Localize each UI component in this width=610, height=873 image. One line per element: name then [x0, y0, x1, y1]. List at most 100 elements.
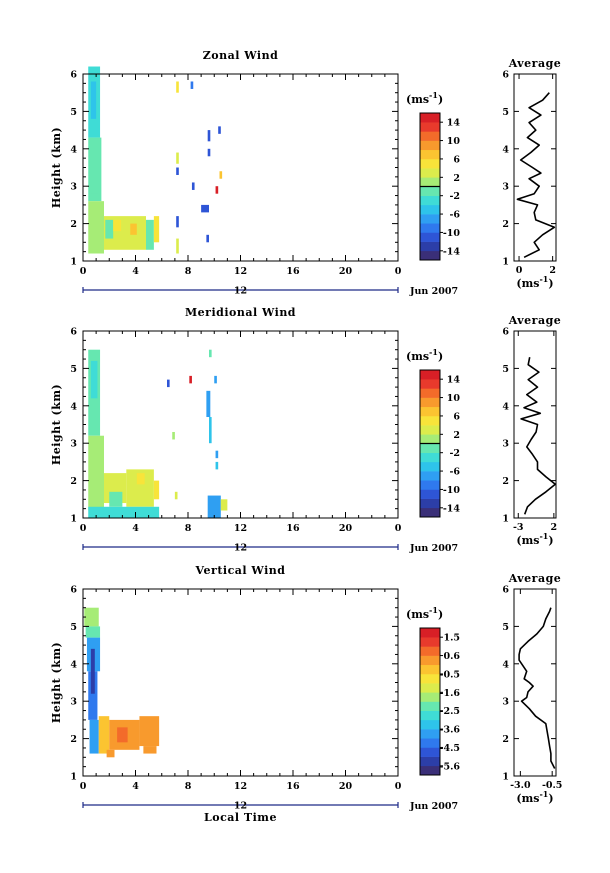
colorbar-tick-label: -0.5 — [440, 669, 460, 680]
colorbar-swatch — [420, 425, 440, 435]
average-frame — [513, 588, 557, 777]
colorbar-swatch — [420, 434, 440, 444]
heatmap-cell — [167, 379, 170, 388]
x-tick-label: 12 — [234, 523, 247, 534]
heatmap-cell — [201, 204, 209, 213]
x-tick-label: 4 — [132, 266, 139, 277]
heatmap-cell — [176, 238, 179, 254]
x-tick-label: 0 — [395, 523, 402, 534]
colorbar-swatch — [420, 480, 440, 490]
colorbar-swatch — [420, 747, 440, 757]
colorbar-tick-label: 14 — [447, 118, 461, 129]
average-profile-line — [516, 92, 556, 259]
heatmap-cell — [207, 148, 211, 157]
average-unit-base: (ms — [516, 277, 539, 290]
date-bar-label: 12 — [234, 286, 247, 297]
colorbar-tick-label: -10 — [443, 228, 461, 239]
heatmap-cell — [189, 375, 192, 384]
heatmap-cell — [84, 607, 99, 627]
y-tick-label: 6 — [70, 585, 77, 596]
heatmap-cell — [218, 126, 221, 134]
heatmap-cell — [88, 201, 104, 254]
average-x-tick-label: -0.5 — [542, 780, 562, 791]
heatmap-cell — [139, 716, 160, 747]
heatmap-cell — [85, 626, 101, 638]
colorbar-swatch — [420, 461, 440, 472]
average-y-tick-label: 5 — [502, 622, 509, 633]
colorbar-swatch — [420, 204, 440, 215]
colorbar-swatch — [420, 507, 440, 518]
panel-title: Zonal Wind — [203, 49, 279, 62]
average-y-tick-label: 3 — [502, 439, 509, 450]
colorbar-swatch — [420, 729, 440, 739]
x-tick-label: 16 — [286, 781, 300, 792]
average-y-tick-label: 2 — [502, 734, 509, 745]
x-tick-label: 12 — [234, 781, 247, 792]
y-axis-label: Height (km) — [50, 642, 63, 723]
average-title: Average — [508, 572, 562, 585]
colorbar-swatch — [420, 195, 440, 206]
heatmap-cell — [219, 171, 223, 179]
average-y-tick-label: 4 — [502, 401, 509, 412]
x-tick-label: 0 — [80, 781, 87, 792]
colorbar-tick-label: 2 — [453, 430, 460, 441]
heatmap-cell — [90, 81, 97, 119]
average-x-tick-label: -3.0 — [510, 780, 531, 791]
average-x-tick-label: 0 — [516, 265, 523, 276]
x-tick-label: 20 — [339, 523, 353, 534]
y-tick-label: 3 — [70, 182, 77, 193]
x-tick-label: 0 — [80, 266, 87, 277]
date-label: Jun 2007 — [409, 286, 458, 297]
colorbar-swatch — [420, 122, 440, 132]
heatmap-cell — [190, 81, 194, 89]
colorbar-tick-label: -2.5 — [440, 706, 460, 717]
heatmap-cell — [214, 375, 217, 384]
colorbar-tick-label: 10 — [447, 136, 461, 147]
colorbar-unit-exp: -1 — [429, 90, 438, 100]
average-unit-exp: -1 — [539, 531, 548, 541]
colorbar-tick-label: -5.6 — [440, 761, 461, 772]
colorbar-swatch — [420, 232, 440, 242]
y-tick-label: 2 — [70, 734, 77, 745]
heatmap-cells — [88, 66, 223, 254]
colorbar-swatch — [420, 628, 440, 638]
heatmap-cell — [153, 480, 160, 500]
date-bar-label: 12 — [234, 543, 247, 554]
y-tick-label: 4 — [70, 144, 77, 155]
colorbar-tick-label: -3.6 — [440, 725, 461, 736]
x-tick-label: 4 — [132, 781, 139, 792]
colorbar-swatch — [420, 498, 440, 509]
x-tick-label: 8 — [185, 523, 192, 534]
date-label: Jun 2007 — [409, 543, 458, 554]
colorbar-tick-label: 14 — [447, 375, 461, 386]
heatmap-cell — [176, 216, 179, 228]
colorbar-swatch — [420, 701, 440, 711]
y-axis-label: Height (km) — [50, 384, 63, 465]
x-tick-label: 0 — [395, 266, 402, 277]
y-tick-label: 2 — [70, 476, 77, 487]
colorbar-swatch — [420, 177, 440, 187]
colorbar-swatch — [420, 388, 440, 398]
heatmap-cell — [206, 390, 211, 418]
heatmap-cell — [207, 495, 221, 518]
average-y-tick-label: 3 — [502, 697, 509, 708]
average-unit-base: (ms — [516, 534, 539, 547]
average-y-tick-label: 5 — [502, 364, 509, 375]
colorbar-unit-close: ) — [438, 350, 443, 363]
colorbar-swatch — [420, 646, 440, 656]
heatmap-cell — [209, 417, 212, 444]
colorbar-tick-label: -14 — [443, 246, 461, 257]
x-tick-label: 20 — [339, 781, 353, 792]
colorbar-swatch — [420, 406, 440, 417]
y-axis-label: Height (km) — [50, 127, 63, 208]
heatmap-cell — [105, 219, 114, 239]
average-y-tick-label: 6 — [502, 585, 509, 596]
colorbar-swatch — [420, 452, 440, 463]
colorbar-swatch — [420, 186, 440, 196]
colorbar-tick-label: 2 — [453, 173, 460, 184]
average-y-tick-label: 1 — [502, 772, 509, 783]
colorbar-unit: (ms-1) — [406, 605, 443, 621]
